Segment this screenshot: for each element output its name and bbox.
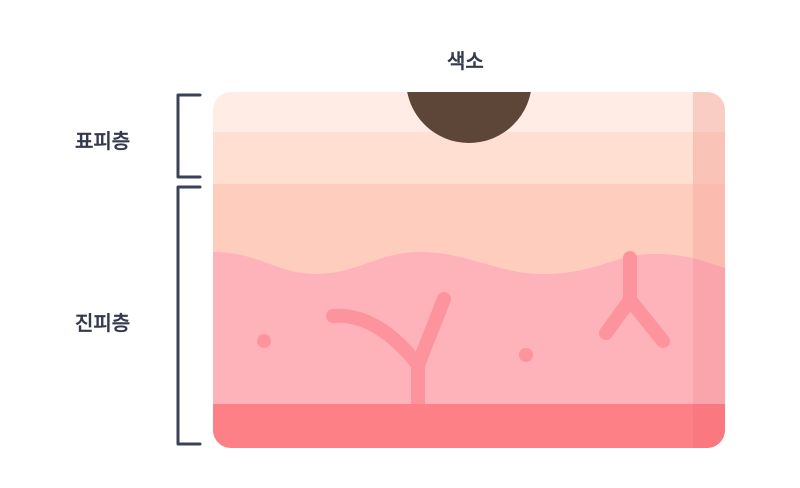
dermis-bracket (176, 185, 202, 446)
dermis-dot-left (257, 334, 271, 348)
vessel-left-branch (326, 308, 425, 372)
vessel-right-fork (599, 293, 670, 348)
right-edge-shade-top (693, 92, 725, 184)
pigment-blob (406, 92, 532, 143)
epidermis-bracket (176, 93, 202, 179)
dermis-label: 진피층 (75, 311, 131, 335)
lower-dermis-wave (213, 252, 725, 448)
vessel-right-branch (411, 292, 451, 372)
pigment-label: 색소 (447, 49, 484, 73)
dermis-dot-right (519, 348, 533, 362)
base-layer (213, 404, 725, 448)
skin-block (213, 92, 725, 448)
epidermis-label: 표피층 (75, 129, 131, 153)
blood-vessels (326, 251, 670, 417)
right-edge-shade (693, 92, 725, 448)
